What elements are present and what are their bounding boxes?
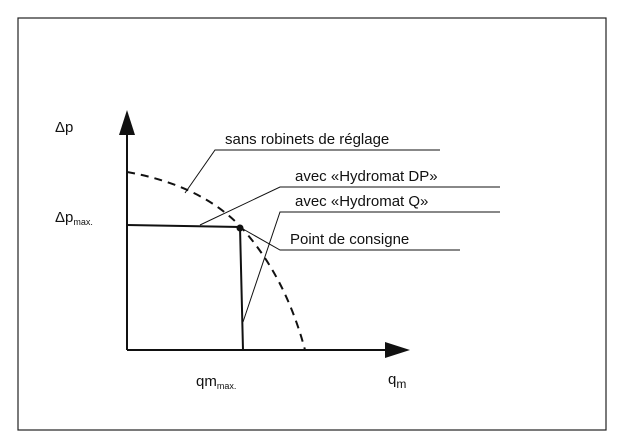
- y-max-label: Δpmax.: [55, 209, 93, 227]
- y-axis-label: Δp: [55, 119, 73, 136]
- label-main: qm: [196, 373, 217, 390]
- frame: [17, 17, 607, 431]
- x-max-label: qmmax.: [196, 373, 236, 391]
- label-sub: max.: [217, 381, 237, 391]
- annotation: avec «Hydromat Q»: [295, 193, 428, 210]
- leader-line: [184, 149, 440, 194]
- leader-line: [242, 211, 500, 323]
- annotation: Point de consigne: [290, 231, 409, 248]
- leader-line: [199, 186, 500, 226]
- label-sub: m: [396, 377, 406, 391]
- x-axis-label: qm: [388, 371, 406, 391]
- set-point: [236, 224, 244, 232]
- annotation: sans robinets de réglage: [225, 131, 389, 148]
- label-main: q: [388, 371, 396, 388]
- label-main: Δp: [55, 209, 73, 226]
- x-arrow: [385, 342, 410, 358]
- annotation: avec «Hydromat DP»: [295, 168, 438, 185]
- leader-line: [242, 228, 460, 251]
- y-arrow: [119, 110, 135, 135]
- label-sub: max.: [73, 217, 93, 227]
